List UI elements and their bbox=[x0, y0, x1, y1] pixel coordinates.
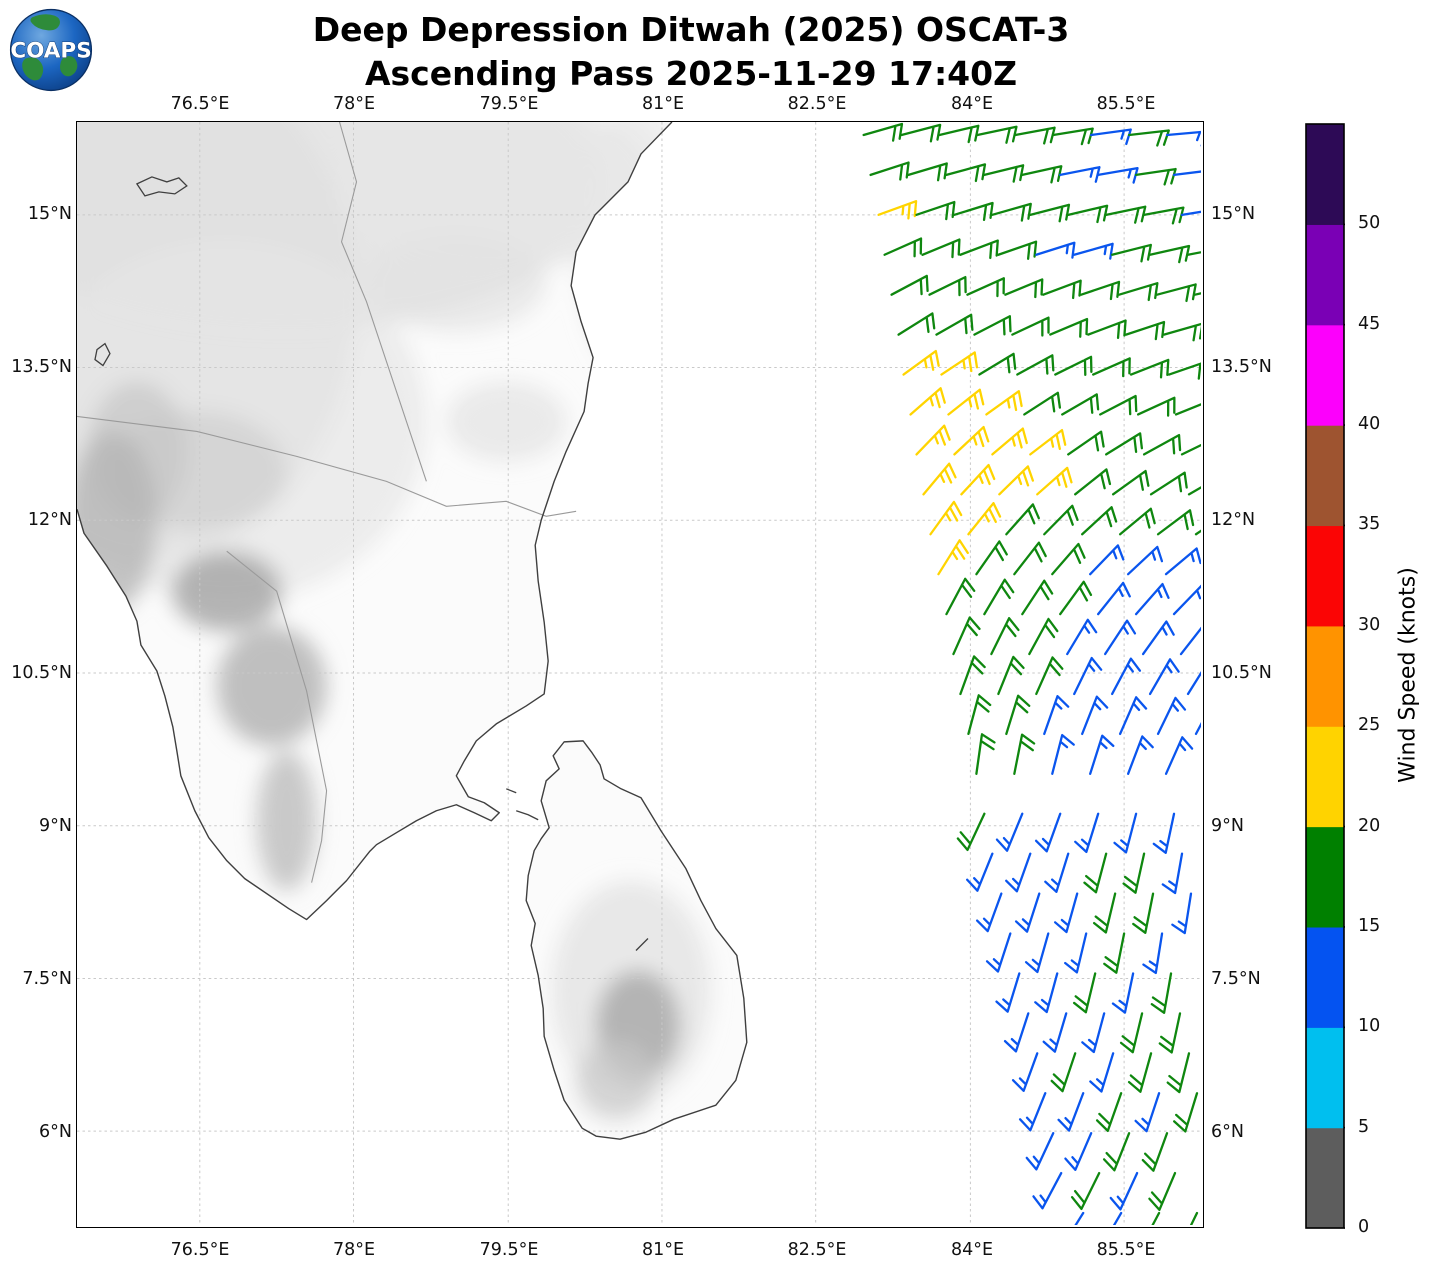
colorbar-tick-35: 35 bbox=[1358, 514, 1381, 535]
lat-tick-right: 6°N bbox=[1211, 1122, 1244, 1142]
colorbar bbox=[1305, 123, 1351, 1233]
lon-tick-top: 82.5°E bbox=[787, 94, 847, 114]
colorbar-tick-45: 45 bbox=[1358, 313, 1381, 334]
colorbar-tick-25: 25 bbox=[1358, 715, 1381, 736]
lon-tick-top: 81°E bbox=[641, 94, 685, 114]
lat-tick-right: 13.5°N bbox=[1211, 357, 1272, 377]
lat-tick-right: 7.5°N bbox=[1211, 969, 1261, 989]
lon-tick-top: 85.5°E bbox=[1096, 94, 1156, 114]
colorbar-tick-40: 40 bbox=[1358, 414, 1381, 435]
colorbar-tick-10: 10 bbox=[1358, 1016, 1381, 1037]
figure-title: Deep Depression Ditwah (2025) OSCAT-3 As… bbox=[160, 8, 1222, 95]
lat-tick-left: 10.5°N bbox=[11, 663, 72, 683]
lon-tick-top: 79.5°E bbox=[479, 94, 539, 114]
lon-tick-top: 78°E bbox=[332, 94, 376, 114]
colorbar-tick-5: 5 bbox=[1358, 1116, 1370, 1137]
colorbar-tick-50: 50 bbox=[1358, 213, 1381, 234]
logo-text: COAPS bbox=[10, 39, 91, 64]
lon-tick-top: 84°E bbox=[950, 94, 994, 114]
lat-tick-left: 6°N bbox=[39, 1122, 72, 1142]
lat-tick-left: 7.5°N bbox=[22, 969, 72, 989]
lon-tick-bottom: 76.5°E bbox=[170, 1240, 230, 1260]
lon-tick-bottom: 81°E bbox=[641, 1240, 685, 1260]
lon-tick-top: 76.5°E bbox=[170, 94, 230, 114]
lat-tick-right: 12°N bbox=[1211, 510, 1256, 530]
colorbar-tick-15: 15 bbox=[1358, 915, 1381, 936]
globe-land-shape bbox=[60, 56, 78, 77]
globe-land-shape bbox=[22, 57, 44, 81]
map-canvas bbox=[77, 122, 1201, 1225]
colorbar-tick-0: 0 bbox=[1358, 1217, 1370, 1237]
lat-tick-right: 15°N bbox=[1211, 204, 1256, 224]
lon-tick-bottom: 78°E bbox=[332, 1240, 376, 1260]
lat-tick-left: 9°N bbox=[39, 816, 72, 836]
lat-tick-right: 9°N bbox=[1211, 816, 1244, 836]
colorbar-tick-30: 30 bbox=[1358, 614, 1381, 635]
title-line1: Deep Depression Ditwah (2025) OSCAT-3 bbox=[312, 10, 1070, 49]
map-axes-frame bbox=[76, 121, 1204, 1228]
lon-tick-bottom: 79.5°E bbox=[479, 1240, 539, 1260]
lon-tick-bottom: 85.5°E bbox=[1096, 1240, 1156, 1260]
lon-tick-bottom: 84°E bbox=[950, 1240, 994, 1260]
coaps-logo: COAPS bbox=[10, 8, 92, 92]
lon-tick-bottom: 82.5°E bbox=[787, 1240, 847, 1260]
lat-tick-left: 13.5°N bbox=[11, 357, 72, 377]
title-line2: Ascending Pass 2025-11-29 17:40Z bbox=[364, 53, 1018, 93]
lat-tick-left: 15°N bbox=[27, 204, 72, 224]
globe-land-shape bbox=[30, 14, 60, 31]
colorbar-axis-label: Wind Speed (knots) bbox=[1395, 567, 1421, 783]
lat-tick-left: 12°N bbox=[27, 510, 72, 530]
colorbar-tick-20: 20 bbox=[1358, 815, 1381, 836]
lat-tick-right: 10.5°N bbox=[1211, 663, 1272, 683]
